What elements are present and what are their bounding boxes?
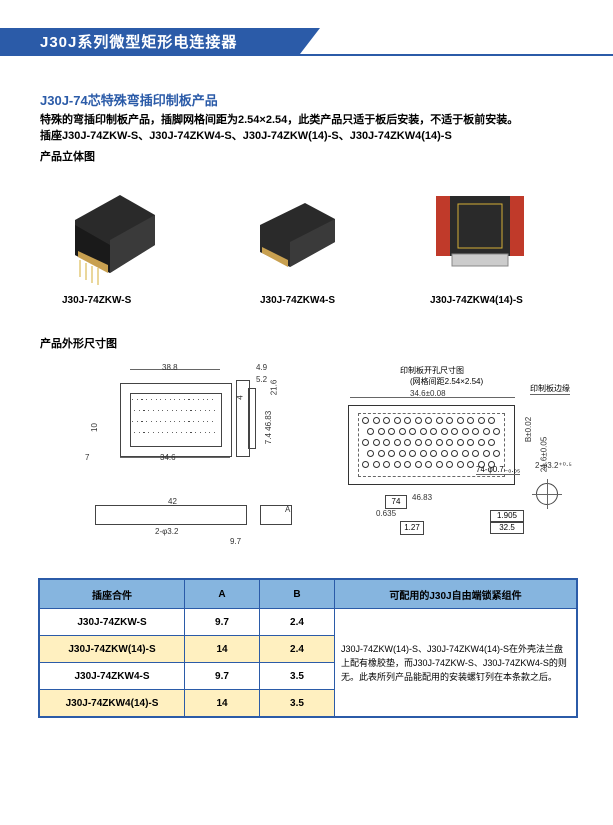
drawings-area: 38.8 10 4.9 5.2 7.4 46.83 21.6 7 34.6 9.… xyxy=(40,360,583,565)
section-title: J30J-74芯特殊弯插印制板产品 xyxy=(40,90,218,109)
drawing-left: 38.8 10 4.9 5.2 7.4 46.83 21.6 7 34.6 9.… xyxy=(80,365,310,560)
table-row: J30J-74ZKW-S 9.7 2.4 J30J-74ZKW(14)-S、J3… xyxy=(40,609,577,636)
hole-circle xyxy=(536,483,558,505)
cell: J30J-74ZKW-S xyxy=(40,609,185,636)
dim-bot-outer: 42 xyxy=(168,497,177,506)
cell: 2.4 xyxy=(260,609,335,636)
connector-icon xyxy=(250,197,345,277)
top-banner: J30J系列微型矩形电连接器 xyxy=(0,28,613,54)
cell: 14 xyxy=(185,690,260,717)
dim-r4: 21.6 xyxy=(269,380,278,396)
box-1905b: 32.5 xyxy=(490,522,524,534)
pcb-edge-label: 印制板边缘 xyxy=(530,383,570,395)
pcb-title: 印制板开孔尺寸图 xyxy=(400,365,464,376)
label-dim: 产品外形尺寸图 xyxy=(40,335,117,351)
dim-h-left: 10 xyxy=(90,423,99,432)
product-label-3: J30J-74ZKW4(14)-S xyxy=(430,295,523,306)
dim-r2: 5.2 xyxy=(256,375,267,384)
table-header-row: 插座合件 A B 可配用的J30J自由端锁紧组件 xyxy=(40,580,577,609)
dim-r1: B±0.02 xyxy=(524,417,533,442)
dim-r3: 7.4 46.83 xyxy=(264,411,273,444)
cell: J30J-74ZKW(14)-S xyxy=(40,636,185,663)
label-3d: 产品立体图 xyxy=(40,148,95,164)
dim-0635: 0.635 xyxy=(376,509,396,518)
product-image-1 xyxy=(60,185,170,285)
intro-line2: 插座J30J-74ZKW-S、J30J-74ZKW4-S、J30J-74ZKW(… xyxy=(40,130,452,142)
cell: 2.4 xyxy=(260,636,335,663)
cell: 3.5 xyxy=(260,663,335,690)
banner-title: J30J系列微型矩形电连接器 xyxy=(40,31,237,52)
cell: J30J-74ZKW4-S xyxy=(40,663,185,690)
dim-A: A xyxy=(285,505,290,514)
dim-side3: 9.7 xyxy=(230,537,241,546)
product-image-3 xyxy=(430,190,530,280)
side-b xyxy=(248,388,256,449)
product-image-2 xyxy=(250,197,345,277)
pcb-subtitle: (网格间距2.54×2.54) xyxy=(410,376,483,387)
banner-line xyxy=(0,54,613,56)
note-cell: J30J-74ZKW(14)-S、J30J-74ZKW4(14)-S在外壳法兰盘… xyxy=(335,609,577,717)
cell: 3.5 xyxy=(260,690,335,717)
product-label-1: J30J-74ZKW-S xyxy=(62,295,131,306)
dim-side1: 7 xyxy=(85,453,89,462)
cell: J30J-74ZKW4(14)-S xyxy=(40,690,185,717)
dim-top: 38.8 xyxy=(162,363,178,372)
box-1905a: 1.905 xyxy=(490,510,524,522)
connector-icon xyxy=(60,185,170,285)
th-2: B xyxy=(260,580,335,609)
th-3: 可配用的J30J自由端锁紧组件 xyxy=(335,580,577,609)
cell: 9.7 xyxy=(185,609,260,636)
box-74: 74 xyxy=(385,495,407,509)
dim-hole: 2-φ3.2 xyxy=(155,527,178,536)
connector-inner xyxy=(130,393,222,447)
side-view xyxy=(236,380,254,455)
cell: 14 xyxy=(185,636,260,663)
dim-side2: 4 xyxy=(236,395,245,399)
th-1: A xyxy=(185,580,260,609)
product-label-2: J30J-74ZKW4-S xyxy=(260,295,335,306)
intro-line1: 特殊的弯插印制板产品，插脚网格间距为2.54×2.54，此类产品只适于板后安装，… xyxy=(40,114,518,126)
box-127: 1.27 xyxy=(400,521,424,535)
th-0: 插座合件 xyxy=(40,580,185,609)
dim-r1: 4.9 xyxy=(256,363,267,372)
dim-bot-inner: 34.6 xyxy=(160,453,176,462)
cell: 9.7 xyxy=(185,663,260,690)
spec-table: 插座合件 A B 可配用的J30J自由端锁紧组件 J30J-74ZKW-S 9.… xyxy=(38,578,578,718)
intro-text: 特殊的弯插印制板产品，插脚网格间距为2.54×2.54，此类产品只适于板后安装，… xyxy=(40,112,573,144)
detail-hole: 74-φ0.7₋₀.₀₅ xyxy=(528,475,564,511)
dim-bot: 46.83 xyxy=(412,493,432,502)
banner-bar: J30J系列微型矩形电连接器 xyxy=(0,28,613,54)
connector-icon xyxy=(430,190,530,280)
lower-body xyxy=(95,505,247,525)
dim-2hole: 2-φ3.2⁺⁰·⁵ xyxy=(535,461,572,470)
drawing-right: 印制板开孔尺寸图 (网格间距2.54×2.54) 印制板边缘 34.6±0.08… xyxy=(340,365,580,560)
products-row: J30J-74ZKW-S J30J-74ZKW4-S J30J-74ZKW4(1… xyxy=(50,185,583,345)
box-1905-wrap: 1.905 32.5 xyxy=(490,510,520,532)
dim-top: 34.6±0.08 xyxy=(410,389,446,398)
